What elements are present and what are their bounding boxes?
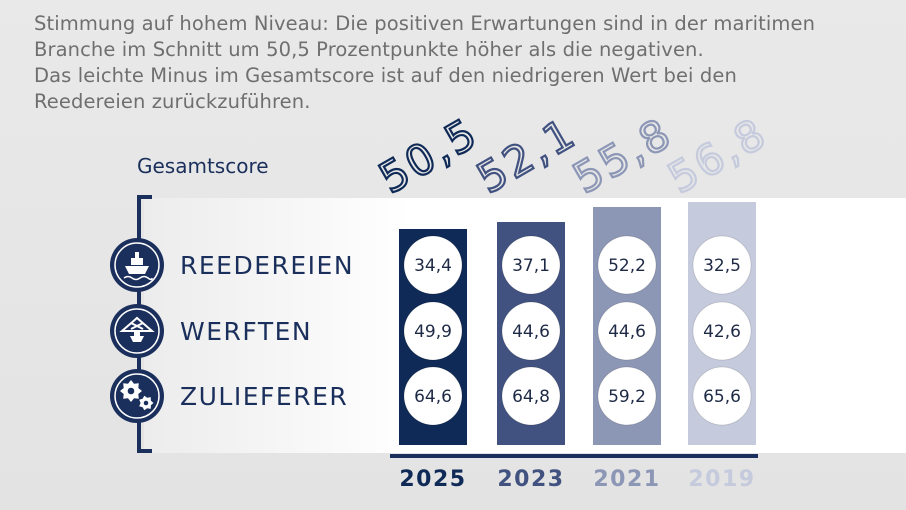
value-reedereien-2021: 52,2 <box>608 256 646 276</box>
row-reedereien: REEDEREIEN 34,4 37,1 52,2 32,5 <box>110 235 752 295</box>
value-cell: 65,6 <box>692 366 752 426</box>
year-label-2021: 2021 <box>593 467 660 492</box>
gesamtscore-label: Gesamtscore <box>137 154 269 178</box>
headline-line-4: Reedereien zurückzuführen. <box>34 90 311 113</box>
value-cell: 49,9 <box>403 301 463 361</box>
value-cell: 59,2 <box>597 366 657 426</box>
total-score-2021: 55,8 <box>565 108 681 203</box>
year-label-2023: 2023 <box>497 467 564 492</box>
year-label-2025: 2025 <box>399 467 466 492</box>
year-label-2019: 2019 <box>688 467 755 492</box>
value-zulieferer-2021: 59,2 <box>608 387 646 407</box>
total-score-2025: 50,5 <box>371 108 487 203</box>
value-werften-2023: 44,6 <box>512 322 550 342</box>
row-label-werften: WERFTEN <box>180 317 312 346</box>
value-cell: 44,6 <box>597 301 657 361</box>
row-label-zulieferer: ZULIEFERER <box>180 382 348 411</box>
value-cell: 42,6 <box>692 301 752 361</box>
headline-line-1: Stimmung auf hohem Niveau: Die positiven… <box>34 12 816 35</box>
row-zulieferer: ZULIEFERER 64,6 64,8 59,2 65,6 <box>110 366 752 426</box>
headline-line-2: Branche im Schnitt um 50,5 Prozentpunkte… <box>34 38 704 61</box>
value-zulieferer-2025: 64,6 <box>414 387 452 407</box>
value-zulieferer-2023: 64,8 <box>512 387 550 407</box>
value-cell: 52,2 <box>597 235 657 295</box>
value-reedereien-2023: 37,1 <box>512 256 550 276</box>
value-werften-2021: 44,6 <box>608 322 646 342</box>
total-score-2023: 52,1 <box>469 108 585 203</box>
value-cell: 34,4 <box>403 235 463 295</box>
value-reedereien-2019: 32,5 <box>703 256 741 276</box>
value-cell: 32,5 <box>692 235 752 295</box>
row-werften: WERFTEN 49,9 44,6 44,6 42,6 <box>110 301 752 361</box>
column-2019: 56,8 2019 <box>659 107 777 492</box>
value-cell: 64,6 <box>403 366 463 426</box>
value-cell: 44,6 <box>501 301 561 361</box>
value-cell: 37,1 <box>501 235 561 295</box>
value-cell: 64,8 <box>501 366 561 426</box>
value-werften-2025: 49,9 <box>414 322 452 342</box>
total-score-2019: 56,8 <box>660 108 776 203</box>
shipyard-icon <box>110 304 164 358</box>
row-label-reedereien: REEDEREIEN <box>180 251 354 280</box>
value-zulieferer-2019: 65,6 <box>703 387 741 407</box>
year-baseline <box>390 454 758 458</box>
column-2025: 50,5 2025 <box>370 107 488 492</box>
value-werften-2019: 42,6 <box>703 322 741 342</box>
ship-icon <box>110 238 164 292</box>
gears-icon <box>110 369 164 423</box>
headline-line-3: Das leichte Minus im Gesamtscore ist auf… <box>34 64 737 87</box>
headline: Stimmung auf hohem Niveau: Die positiven… <box>34 11 874 115</box>
value-reedereien-2025: 34,4 <box>414 256 452 276</box>
